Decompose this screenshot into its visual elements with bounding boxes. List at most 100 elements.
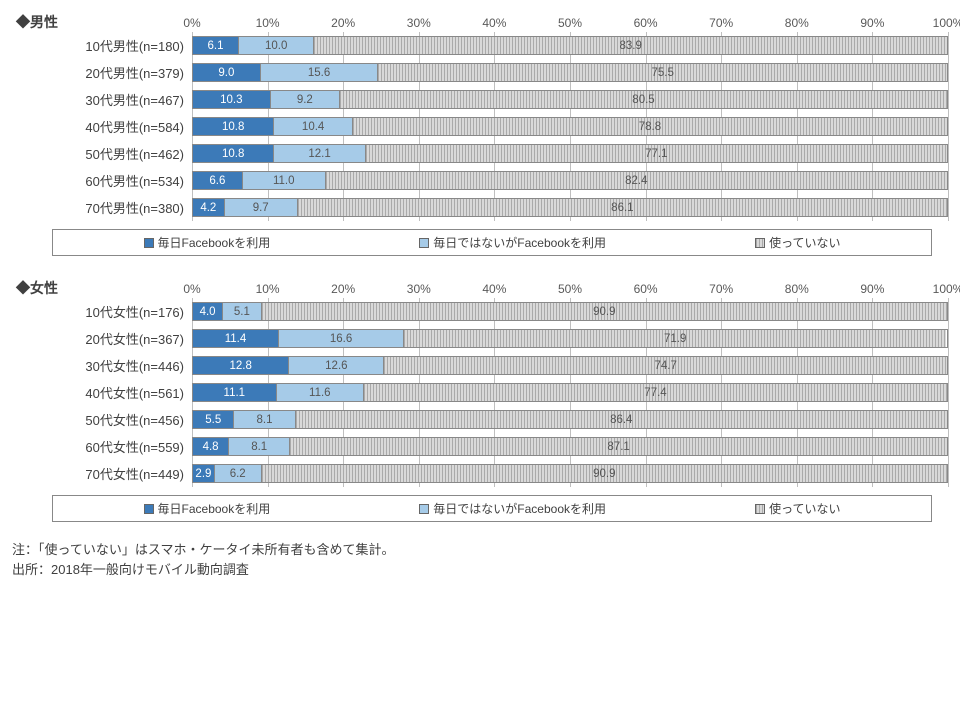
panel-title: ◆女性 [12, 278, 192, 298]
legend-swatch [755, 504, 765, 514]
bar-segment: 15.6 [261, 64, 379, 81]
row-label: 50代男性(n=462) [12, 140, 192, 167]
bar-track: 10.810.478.8 [192, 117, 948, 136]
bar-segment: 77.4 [364, 384, 947, 401]
bar-track: 9.015.675.5 [192, 63, 948, 82]
x-tick-label: 10% [256, 282, 280, 296]
legend-item: 毎日Facebookを利用 [144, 234, 271, 251]
x-tick-label: 80% [785, 282, 809, 296]
legend-swatch [419, 238, 429, 248]
bar-segment: 82.4 [326, 172, 947, 189]
x-tick-label: 30% [407, 282, 431, 296]
bar-segment: 90.9 [262, 303, 947, 320]
bar-segment: 11.0 [243, 172, 326, 189]
x-tick-label: 70% [709, 282, 733, 296]
x-tick-label: 0% [183, 16, 200, 30]
row-label: 60代男性(n=534) [12, 167, 192, 194]
x-tick-label: 100% [933, 16, 960, 30]
bar-track: 4.29.786.1 [192, 198, 948, 217]
bar-segment: 86.1 [298, 199, 947, 216]
x-tick-label: 70% [709, 16, 733, 30]
row-label: 40代女性(n=561) [12, 379, 192, 406]
bar-track: 2.96.290.9 [192, 464, 948, 483]
bar-segment: 8.1 [234, 411, 295, 428]
legend-item: 毎日Facebookを利用 [144, 500, 271, 517]
x-tick-label: 80% [785, 16, 809, 30]
bar-segment: 4.0 [193, 303, 223, 320]
legend: 毎日Facebookを利用 毎日ではないがFacebookを利用 使っていない [52, 495, 932, 522]
row-label: 10代男性(n=180) [12, 32, 192, 59]
row-label: 70代男性(n=380) [12, 194, 192, 221]
legend-label: 使っていない [769, 234, 840, 251]
bar-segment: 10.4 [274, 118, 352, 135]
bar-segment: 4.2 [193, 199, 225, 216]
bar-segment: 83.9 [314, 37, 947, 54]
bar-segment: 87.1 [290, 438, 947, 455]
footnote-2: 出所：2018年一般向けモバイル動向調査 [12, 560, 948, 580]
legend-item: 毎日ではないがFacebookを利用 [419, 500, 606, 517]
bar-segment: 6.2 [215, 465, 262, 482]
bar-track: 4.05.190.9 [192, 302, 948, 321]
x-tick-label: 40% [482, 282, 506, 296]
legend: 毎日Facebookを利用 毎日ではないがFacebookを利用 使っていない [52, 229, 932, 256]
bar-track: 11.111.677.4 [192, 383, 948, 402]
legend-label: 毎日Facebookを利用 [158, 500, 271, 517]
footnote-1: 注：「使っていない」はスマホ・ケータイ未所有者も含めて集計。 [12, 540, 948, 560]
bar-segment: 10.0 [239, 37, 314, 54]
row-label: 60代女性(n=559) [12, 433, 192, 460]
bar-segment: 10.8 [193, 118, 274, 135]
bar-track: 12.812.674.7 [192, 356, 948, 375]
bar-segment: 74.7 [384, 357, 947, 374]
bar-segment: 12.6 [289, 357, 384, 374]
row-label: 30代女性(n=446) [12, 352, 192, 379]
bar-segment: 78.8 [353, 118, 947, 135]
legend-label: 使っていない [769, 500, 840, 517]
x-tick-label: 50% [558, 282, 582, 296]
bar-track: 4.88.187.1 [192, 437, 948, 456]
bar-segment: 8.1 [229, 438, 290, 455]
legend-item: 使っていない [755, 234, 840, 251]
legend-label: 毎日Facebookを利用 [158, 234, 271, 251]
legend-item: 毎日ではないがFacebookを利用 [419, 234, 606, 251]
bar-segment: 90.9 [262, 465, 947, 482]
bar-segment: 12.1 [274, 145, 365, 162]
bar-segment: 6.1 [193, 37, 239, 54]
row-label: 20代男性(n=379) [12, 59, 192, 86]
bar-track: 10.812.177.1 [192, 144, 948, 163]
bar-segment: 5.5 [193, 411, 234, 428]
legend-swatch [419, 504, 429, 514]
x-axis: 0%10%20%30%40%50%60%70%80%90%100% [192, 8, 948, 32]
bar-segment: 5.1 [223, 303, 261, 320]
panel-title: ◆男性 [12, 12, 192, 32]
bar-segment: 2.9 [193, 465, 215, 482]
legend-swatch [144, 504, 154, 514]
x-tick-label: 10% [256, 16, 280, 30]
x-tick-label: 100% [933, 282, 960, 296]
chart-panel: ◆女性0%10%20%30%40%50%60%70%80%90%100%10代女… [12, 274, 948, 522]
legend-swatch [144, 238, 154, 248]
bar-segment: 6.6 [193, 172, 243, 189]
legend-label: 毎日ではないがFacebookを利用 [433, 500, 606, 517]
bar-segment: 11.4 [193, 330, 279, 347]
bar-segment: 11.1 [193, 384, 277, 401]
bar-track: 6.611.082.4 [192, 171, 948, 190]
bar-segment: 86.4 [296, 411, 947, 428]
row-label: 50代女性(n=456) [12, 406, 192, 433]
x-tick-label: 60% [634, 16, 658, 30]
bar-segment: 75.5 [378, 64, 947, 81]
row-label: 30代男性(n=467) [12, 86, 192, 113]
bar-track: 10.39.280.5 [192, 90, 948, 109]
x-tick-label: 20% [331, 16, 355, 30]
bar-segment: 9.2 [271, 91, 340, 108]
bar-track: 5.58.186.4 [192, 410, 948, 429]
bar-segment: 11.6 [277, 384, 364, 401]
legend-item: 使っていない [755, 500, 840, 517]
row-label: 10代女性(n=176) [12, 298, 192, 325]
bar-segment: 9.0 [193, 64, 261, 81]
bar-segment: 77.1 [366, 145, 947, 162]
legend-swatch [755, 238, 765, 248]
row-label: 20代女性(n=367) [12, 325, 192, 352]
bar-segment: 10.8 [193, 145, 274, 162]
bar-segment: 12.8 [193, 357, 289, 374]
x-tick-label: 90% [860, 16, 884, 30]
